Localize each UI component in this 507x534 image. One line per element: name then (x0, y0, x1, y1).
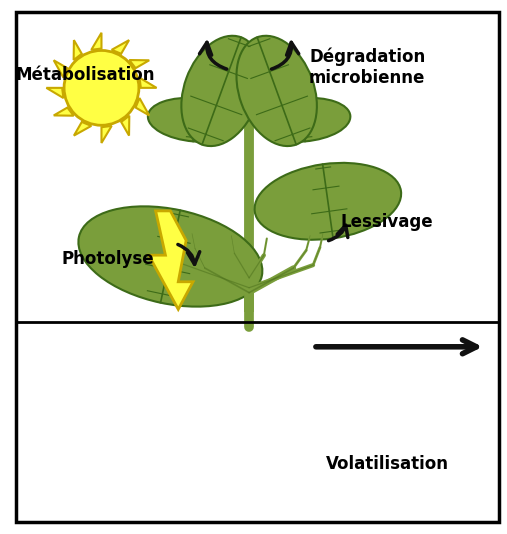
Text: Lessivage: Lessivage (341, 213, 433, 231)
Circle shape (64, 50, 139, 125)
Polygon shape (74, 122, 91, 136)
Polygon shape (121, 116, 129, 136)
Polygon shape (54, 107, 74, 116)
Polygon shape (129, 60, 149, 68)
Polygon shape (74, 40, 82, 60)
Polygon shape (91, 33, 101, 50)
Ellipse shape (79, 206, 262, 307)
Ellipse shape (256, 98, 350, 142)
Polygon shape (149, 211, 193, 309)
Ellipse shape (148, 98, 242, 142)
Polygon shape (46, 88, 63, 98)
Polygon shape (112, 40, 129, 54)
Ellipse shape (255, 163, 401, 240)
Polygon shape (135, 98, 149, 115)
Text: Métabolisation: Métabolisation (16, 66, 155, 84)
Polygon shape (139, 77, 157, 88)
Polygon shape (101, 126, 112, 143)
Text: Dégradation
microbienne: Dégradation microbienne (309, 48, 425, 87)
Text: Volatilisation: Volatilisation (325, 455, 449, 473)
Ellipse shape (182, 36, 262, 146)
Ellipse shape (236, 36, 317, 146)
Polygon shape (54, 60, 67, 77)
Text: Photolyse: Photolyse (61, 250, 154, 268)
